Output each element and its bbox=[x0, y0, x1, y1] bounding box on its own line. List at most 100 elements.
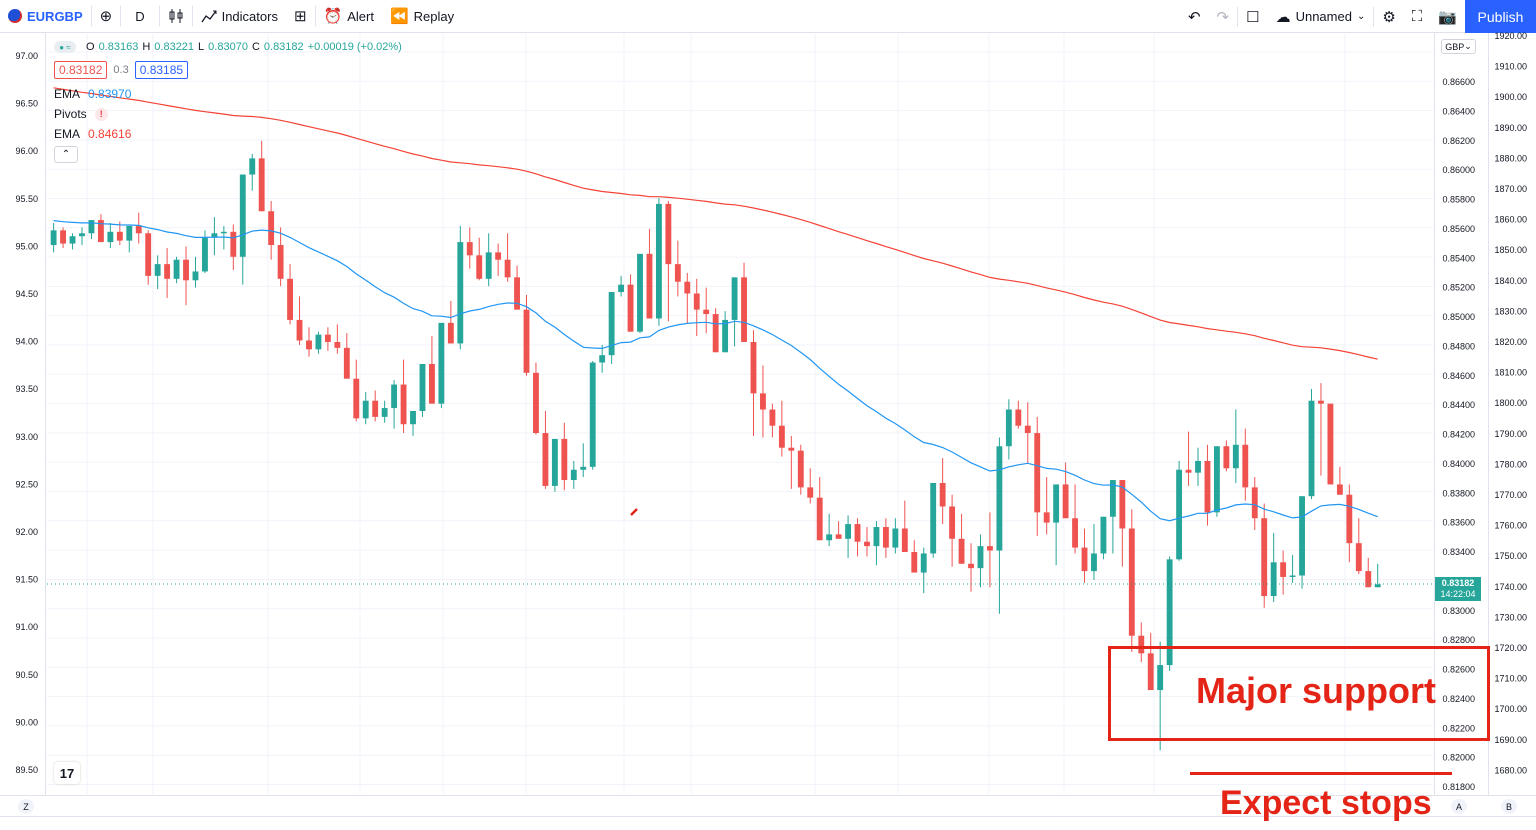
candle-body bbox=[1365, 571, 1372, 588]
far-right-axis-tick-label: 1860.00 bbox=[1494, 215, 1527, 225]
indicator-name: EMA bbox=[54, 87, 81, 101]
candle-body bbox=[1355, 543, 1362, 572]
stops-text-annotation[interactable]: Expect stops bbox=[1220, 784, 1432, 822]
candle-body bbox=[533, 372, 539, 434]
candle-body bbox=[88, 220, 95, 234]
candle-body bbox=[97, 220, 104, 243]
collapse-legend-button[interactable]: ⌃ bbox=[54, 146, 78, 163]
visibility-toggle-icon[interactable]: ● ≈ bbox=[54, 41, 76, 53]
sell-price-button[interactable]: 0.83182 bbox=[54, 61, 108, 79]
right-price-axis[interactable] bbox=[1434, 33, 1488, 795]
candle-body bbox=[211, 233, 218, 238]
indicator-ema-slow[interactable]: EMA 0.84616 bbox=[54, 127, 131, 141]
candle-body bbox=[324, 334, 331, 342]
far-right-axis-tick-label: 1870.00 bbox=[1494, 184, 1527, 194]
stops-line-annotation[interactable] bbox=[1190, 772, 1452, 775]
redo-button[interactable]: ↷ bbox=[1209, 0, 1238, 33]
support-text-annotation[interactable]: Major support bbox=[1196, 670, 1436, 711]
ohlc-row: ● ≈ O 0.83163 H 0.83221 L 0.83070 C 0.83182 … bbox=[54, 40, 402, 54]
spread-value: 0.3 bbox=[113, 64, 129, 76]
candle-body bbox=[1261, 518, 1268, 597]
candle-body bbox=[627, 284, 634, 332]
candle-body bbox=[561, 438, 568, 481]
candle-body bbox=[343, 347, 350, 379]
left-axis-tick-label: 92.50 bbox=[15, 479, 38, 489]
left-axis-tick-label: 90.00 bbox=[15, 717, 38, 727]
currency-selector[interactable]: GBP ⌄ bbox=[1441, 39, 1476, 54]
candle-body bbox=[1138, 635, 1145, 654]
candle-body bbox=[901, 528, 908, 552]
right-axis-tick-label: 0.85000 bbox=[1442, 312, 1475, 322]
plus-circle-icon: ⊕ bbox=[99, 8, 113, 25]
far-right-axis-tick-label: 1840.00 bbox=[1494, 276, 1527, 286]
indicators-button[interactable]: Indicators bbox=[193, 0, 286, 33]
chevron-up-icon: ⌃ bbox=[61, 149, 71, 160]
left-price-axis[interactable] bbox=[0, 33, 46, 795]
change-value: +0.00019 (+0.02%) bbox=[307, 41, 402, 53]
buy-price-button[interactable]: 0.83185 bbox=[134, 61, 189, 79]
candle-body bbox=[580, 466, 587, 470]
chart-type-button[interactable] bbox=[160, 0, 192, 33]
overlay-scale-button[interactable]: B bbox=[1501, 799, 1517, 814]
templates-button[interactable]: ⊞ bbox=[286, 0, 315, 33]
candle-body bbox=[1327, 403, 1334, 485]
candle-body bbox=[741, 277, 747, 342]
candle-body bbox=[239, 174, 246, 257]
candle-body bbox=[116, 231, 123, 241]
alert-button[interactable]: ⏰ Alert bbox=[316, 0, 382, 33]
alert-label: Alert bbox=[347, 8, 374, 24]
candle-body bbox=[296, 319, 303, 341]
left-axis-tick-label: 95.50 bbox=[15, 194, 38, 204]
undo-button[interactable]: ↶ bbox=[1180, 0, 1209, 33]
symbol-search-button[interactable]: EURGBP bbox=[0, 0, 91, 33]
candle-body bbox=[778, 425, 785, 448]
compare-button[interactable]: ⊕ bbox=[92, 0, 121, 33]
far-right-axis-tick-label: 1830.00 bbox=[1494, 306, 1527, 316]
candle-body bbox=[1091, 553, 1097, 572]
layout-name-button[interactable]: ☁ Unnamed ⌄ bbox=[1268, 0, 1374, 33]
indicator-name: Pivots bbox=[54, 107, 87, 121]
zoom-button[interactable]: Z bbox=[18, 799, 34, 814]
replay-button[interactable]: ⏪ Replay bbox=[382, 0, 462, 33]
candle-body bbox=[703, 309, 710, 315]
candle-body bbox=[750, 341, 757, 394]
candle-body bbox=[835, 534, 842, 539]
candle-body bbox=[504, 259, 511, 278]
candle-body bbox=[684, 281, 691, 294]
overlay-price-axis[interactable] bbox=[1488, 33, 1536, 795]
select-layout-button[interactable]: ☐ bbox=[1238, 0, 1267, 33]
candle-body bbox=[655, 203, 662, 319]
candle-body bbox=[1034, 433, 1041, 513]
candle-body bbox=[599, 355, 606, 363]
left-axis-tick-label: 89.50 bbox=[15, 765, 38, 775]
support-rectangle-annotation[interactable] bbox=[1108, 646, 1490, 741]
auto-scale-button[interactable]: A bbox=[1451, 799, 1467, 814]
indicator-pivots[interactable]: Pivots ! bbox=[54, 107, 108, 121]
candle-body bbox=[1374, 584, 1381, 588]
currency-flag-icon bbox=[8, 9, 22, 23]
far-right-axis-tick-label: 1850.00 bbox=[1494, 245, 1527, 255]
settings-button[interactable]: ⚙ bbox=[1374, 0, 1403, 33]
publish-button[interactable]: Publish bbox=[1465, 0, 1536, 33]
far-right-axis-tick-label: 1920.00 bbox=[1494, 31, 1527, 41]
snapshot-button[interactable]: 📷 bbox=[1430, 0, 1465, 33]
far-right-axis-tick-label: 1730.00 bbox=[1494, 612, 1527, 622]
tradingview-logo[interactable]: 17 bbox=[54, 762, 80, 784]
candle-body bbox=[1213, 446, 1220, 513]
right-axis-tick-label: 0.86600 bbox=[1442, 77, 1475, 87]
candle-body bbox=[949, 506, 956, 539]
interval-button[interactable]: D bbox=[121, 0, 158, 33]
fullscreen-icon: ⛶ bbox=[1411, 8, 1423, 25]
candle-body bbox=[873, 527, 880, 547]
warning-icon[interactable]: ! bbox=[94, 107, 108, 121]
candle-body bbox=[277, 245, 284, 279]
time-axis[interactable]: Z A B bbox=[0, 795, 1536, 816]
left-axis-tick-label: 90.50 bbox=[15, 670, 38, 680]
candle-body bbox=[1289, 575, 1296, 577]
candle-body bbox=[845, 524, 852, 539]
fullscreen-button[interactable]: ⛶ bbox=[1404, 0, 1431, 33]
indicator-ema-fast[interactable]: EMA 0.83970 bbox=[54, 87, 131, 101]
toolbar-divider bbox=[191, 6, 193, 26]
candle-body bbox=[438, 322, 445, 404]
